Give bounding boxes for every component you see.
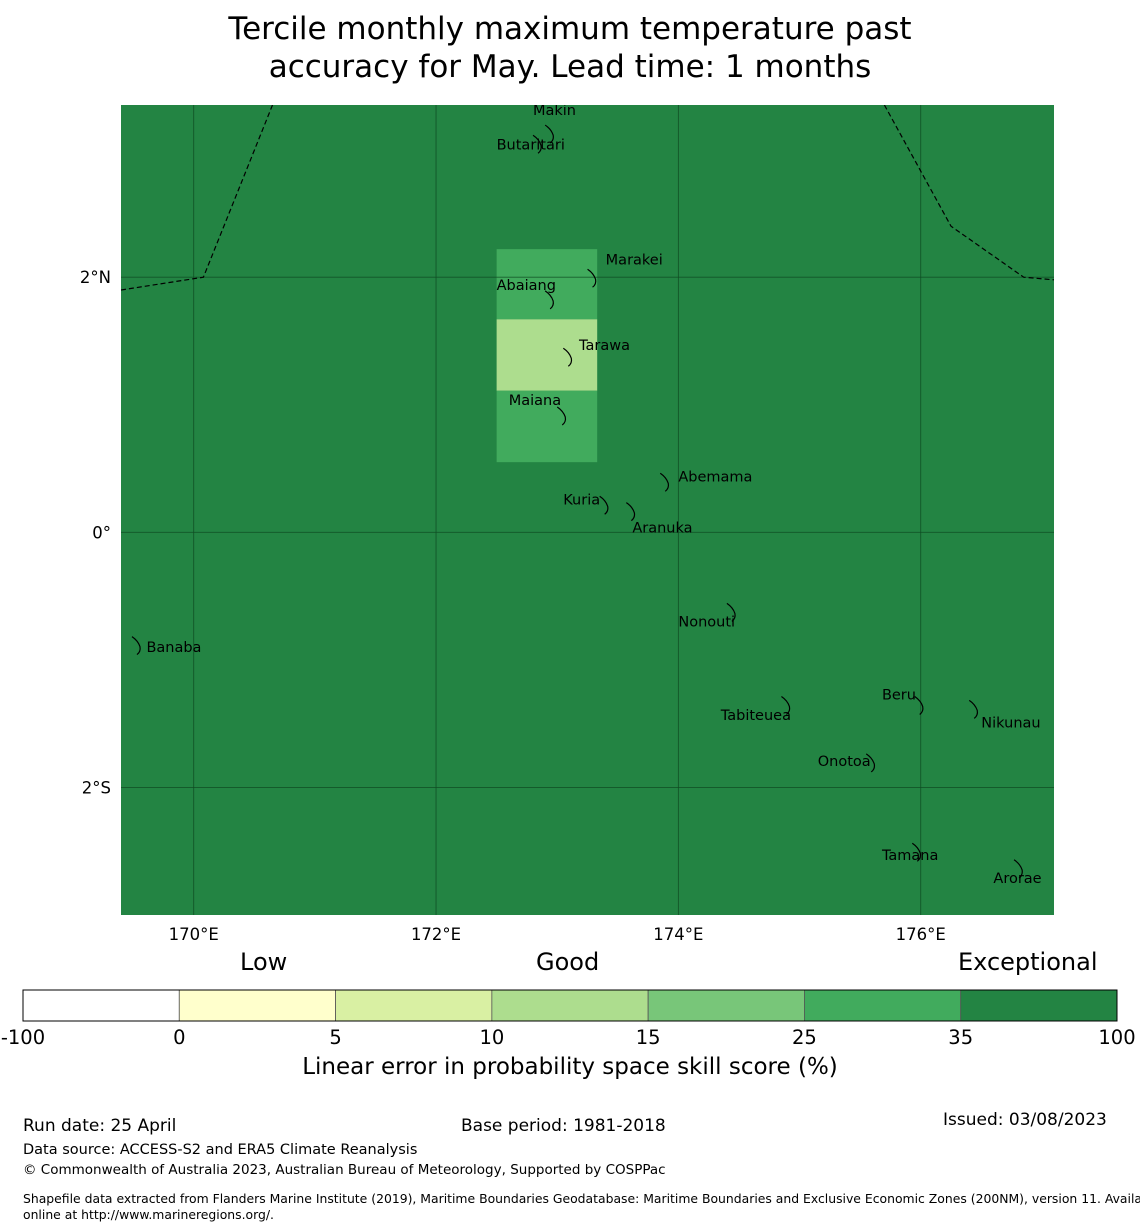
issued-date: Issued: 03/08/2023 (943, 1110, 1107, 1130)
island-outline (726, 602, 736, 622)
island-label: Abemama (678, 469, 752, 485)
colorbar-header-low: Low (240, 948, 288, 976)
run-date: Run date: 25 April (23, 1116, 177, 1136)
map-plot-area: Makin Butaritari Marakei Abaiang Tarawa Maian… (121, 103, 1054, 915)
island-label: Tarawa (578, 338, 630, 354)
grid-cell-1 (496, 319, 598, 391)
island-outline (562, 347, 573, 367)
island-banaba: Banaba (131, 636, 201, 656)
island-outline (599, 495, 609, 515)
colorbar-label: Linear error in probability space skill … (302, 1054, 838, 1080)
colorbar-header-good: Good (536, 948, 600, 976)
island-outline (968, 699, 979, 719)
colorbar-segment-4 (647, 989, 805, 1022)
lon-tick-label: 172°E (411, 925, 461, 944)
shapefile-credit-line-1: Shapefile data extracted from Flanders M… (23, 1191, 1140, 1206)
island-label: Marakei (606, 252, 663, 268)
shapefile-credit-line-2: online at http://www.marineregions.org/. (23, 1207, 274, 1222)
island-maiana: Maiana (509, 393, 567, 426)
island-outline (914, 696, 924, 716)
eez-boundary-east (883, 105, 1054, 281)
colorbar-segment-1 (178, 989, 336, 1022)
map-title: Tercile monthly maximum temperature past… (0, 10, 1140, 86)
lon-tick-label: 174°E (653, 925, 703, 944)
colorbar-tick-label: 25 (792, 1026, 817, 1049)
colorbar-segment-0 (22, 989, 180, 1022)
island-label: Kuria (563, 492, 600, 508)
island-tarawa: Tarawa (562, 338, 630, 367)
island-beru: Beru (882, 687, 924, 716)
island-arorae: Arorae (993, 859, 1042, 887)
colorbar-tick-label: 5 (329, 1026, 341, 1049)
colorbar-segment-3 (491, 989, 649, 1022)
island-outline (544, 290, 554, 310)
lat-tick-label: 2°S (82, 778, 111, 797)
island-label: Nonouti (678, 615, 735, 631)
colorbar-frame (22, 989, 1118, 1022)
island-outline (587, 268, 597, 288)
colorbar-tick-label: 100 (1098, 1026, 1135, 1049)
colorbar-tick-label: -100 (1, 1026, 45, 1049)
island-label: Tabiteuea (720, 708, 791, 724)
island-outline (911, 842, 922, 862)
island-butaritari: Butaritari (497, 134, 565, 154)
island-outline (865, 753, 876, 773)
island-label: Aranuka (632, 520, 692, 536)
island-outline (544, 124, 554, 144)
island-label: Onotoa (818, 754, 871, 770)
colorbar-segment-6 (960, 989, 1118, 1022)
island-outline (131, 636, 141, 656)
colorbar-tick-label: 35 (948, 1026, 973, 1049)
island-outline (532, 134, 542, 154)
island-tabiteuea: Tabiteuea (720, 696, 791, 724)
island-outline (781, 696, 791, 716)
colorbar-tick-label: 0 (173, 1026, 185, 1049)
island-aranuka: Aranuka (625, 502, 693, 536)
lat-tick-label: 2°N (80, 268, 111, 287)
island-kuria: Kuria (563, 492, 609, 515)
title-line-1: Tercile monthly maximum temperature past (228, 11, 912, 47)
island-label: Makin (533, 103, 576, 119)
island-label: Arorae (993, 871, 1041, 887)
colorbar-tick-label: 10 (479, 1026, 504, 1049)
grid-cell-2 (496, 390, 598, 463)
lon-tick-label: 170°E (169, 925, 219, 944)
lat-tick-label: 0° (92, 523, 111, 542)
title-line-2: accuracy for May. Lead time: 1 months (268, 49, 872, 85)
island-outline (556, 406, 567, 426)
colorbar-tick-label: 15 (636, 1026, 661, 1049)
island-label: Butaritari (497, 138, 565, 154)
island-onotoa: Onotoa (818, 753, 876, 773)
eez-boundary-west (121, 105, 274, 291)
island-abemama: Abemama (659, 469, 752, 492)
island-tamana: Tamana (881, 842, 938, 864)
island-nikunau: Nikunau (968, 699, 1041, 731)
lon-tick-label: 176°E (896, 925, 946, 944)
island-label: Maiana (509, 393, 561, 409)
island-marakei: Marakei (587, 252, 663, 288)
island-label: Nikunau (981, 715, 1040, 731)
colorbar-header-exceptional: Exceptional (958, 948, 1098, 976)
island-abaiang: Abaiang (497, 278, 556, 310)
island-outline (659, 472, 670, 492)
island-outline (1013, 859, 1023, 879)
island-label: Abaiang (497, 278, 556, 294)
island-label: Beru (882, 687, 916, 703)
colorbar-segment-2 (335, 989, 493, 1022)
island-makin: Makin (533, 103, 576, 144)
map-background (121, 105, 1054, 915)
colorbar-segment-5 (804, 989, 962, 1022)
island-outline (625, 502, 636, 522)
island-label: Tamana (881, 848, 938, 864)
base-period: Base period: 1981-2018 (461, 1116, 666, 1136)
island-nonouti: Nonouti (678, 602, 736, 631)
island-label: Banaba (146, 640, 201, 656)
copyright: © Commonwealth of Australia 2023, Austra… (23, 1162, 666, 1178)
grid-cell-0 (496, 249, 598, 320)
data-source: Data source: ACCESS-S2 and ERA5 Climate … (23, 1142, 418, 1158)
skill-map: Makin Butaritari Marakei Abaiang Tarawa Maian… (80, 103, 1054, 944)
